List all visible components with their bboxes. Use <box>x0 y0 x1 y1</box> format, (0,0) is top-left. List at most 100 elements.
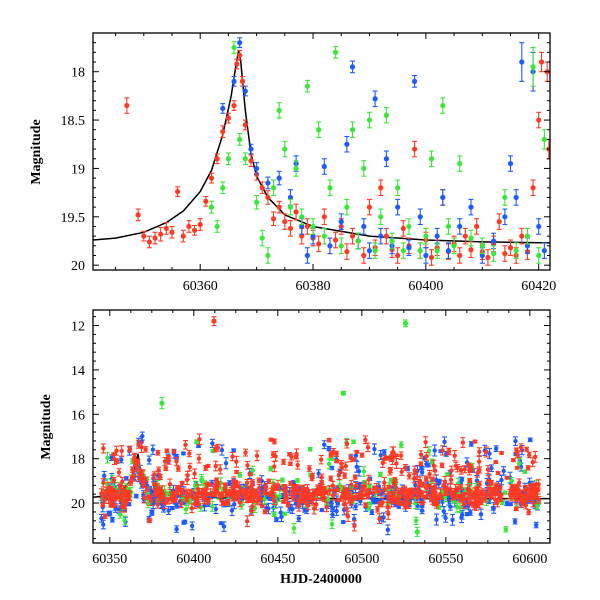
bottom-data-point <box>189 523 195 529</box>
top-data-point <box>417 214 423 220</box>
top-data-point <box>457 160 463 167</box>
bottom-data-point <box>474 486 480 491</box>
bottom-data-point <box>367 501 372 506</box>
bottom-data-point <box>440 499 445 505</box>
bottom-data-point <box>499 477 504 483</box>
top-data-point <box>124 102 130 109</box>
bottom-data-point <box>467 478 472 483</box>
bottom-data-point <box>450 517 455 523</box>
top-data-point <box>519 59 525 65</box>
bottom-data-point <box>339 465 345 471</box>
bottom-data-point <box>372 446 377 452</box>
top-data-point <box>457 223 463 230</box>
top-data-point <box>395 252 401 259</box>
bottom-data-point <box>127 446 133 452</box>
bottom-data-point <box>330 512 335 517</box>
bottom-data-point <box>534 504 540 509</box>
top-y-tick-label: 20 <box>71 259 85 274</box>
top-data-point <box>507 160 514 167</box>
top-data-point <box>225 156 232 162</box>
bottom-data-point <box>393 484 398 489</box>
bottom-data-point <box>476 459 482 464</box>
top-data-point <box>310 233 316 239</box>
bottom-data-point <box>174 526 179 532</box>
bottom-data-point <box>387 469 393 474</box>
bottom-data-point <box>181 520 186 525</box>
bottom-data-point <box>353 453 359 458</box>
top-data-point <box>366 248 373 254</box>
bottom-data-point <box>334 508 339 514</box>
top-data-point <box>276 175 282 181</box>
bottom-data-point <box>328 476 333 481</box>
bottom-data-point <box>353 504 358 509</box>
bottom-data-point <box>316 471 321 476</box>
bottom-data-point <box>367 483 372 489</box>
bottom-data-point <box>106 511 111 516</box>
bottom-data-point <box>250 504 255 509</box>
bottom-panel-full: 60350 60400 60450 60500 60550 606001214161820… <box>39 309 551 587</box>
bottom-data-point <box>187 464 192 470</box>
top-data-point <box>321 163 327 170</box>
bottom-data-point <box>479 500 484 505</box>
bottom-data-point <box>468 510 473 515</box>
bottom-data-point <box>197 437 202 442</box>
bottom-data-point <box>477 449 482 454</box>
bottom-data-point <box>272 439 277 444</box>
bottom-data-point <box>336 473 342 478</box>
bottom-data-point <box>462 467 467 472</box>
bottom-data-point <box>407 473 412 479</box>
top-data-point <box>191 227 198 233</box>
bottom-data-point <box>432 448 437 453</box>
top-data-point <box>451 243 457 249</box>
top-data-point <box>254 165 260 172</box>
top-data-point <box>457 252 463 259</box>
top-data-point <box>349 64 356 70</box>
top-data-point <box>158 231 164 237</box>
bottom-data-point <box>502 490 508 495</box>
bottom-data-point <box>448 477 454 483</box>
bottom-data-point <box>335 487 340 493</box>
bottom-data-point <box>491 506 496 511</box>
bottom-data-point <box>382 450 387 455</box>
top-data-point <box>254 199 260 205</box>
top-data-point <box>234 61 240 67</box>
top-data-point <box>344 249 350 255</box>
bottom-data-point <box>377 489 382 495</box>
bottom-data-point <box>477 482 482 487</box>
bottom-data-point <box>399 442 404 447</box>
bottom-data-point <box>398 453 404 458</box>
bottom-data-point <box>375 507 380 512</box>
top-data-point <box>239 78 246 84</box>
bottom-data-point <box>143 447 148 452</box>
top-data-point <box>237 40 243 46</box>
bottom-data-point <box>236 484 242 489</box>
bottom-data-point <box>325 497 331 502</box>
top-data-point <box>304 223 310 230</box>
top-data-point <box>141 233 147 239</box>
top-data-point <box>383 233 389 239</box>
bottom-data-point <box>144 486 149 492</box>
bottom-data-point <box>292 491 297 496</box>
top-data-point <box>231 44 237 51</box>
bottom-data-point <box>148 498 154 504</box>
bottom-data-point <box>162 459 168 464</box>
bottom-panel-data <box>93 316 550 537</box>
bottom-data-point <box>527 437 533 443</box>
bottom-data-point <box>523 503 529 508</box>
bottom-data-point <box>478 512 484 517</box>
top-data-point <box>321 233 327 239</box>
top-data-point <box>468 204 474 210</box>
top-data-point <box>338 243 344 249</box>
top-data-point <box>242 88 248 94</box>
bottom-data-point <box>405 501 410 506</box>
bottom-data-point <box>445 472 450 477</box>
bottom-data-point <box>101 473 107 479</box>
top-data-point <box>541 136 547 143</box>
top-data-point <box>468 247 474 253</box>
bottom-data-point <box>330 493 336 498</box>
top-data-point <box>338 219 344 225</box>
top-data-point <box>299 233 305 239</box>
top-data-point <box>169 229 175 235</box>
bottom-data-point <box>394 453 399 458</box>
